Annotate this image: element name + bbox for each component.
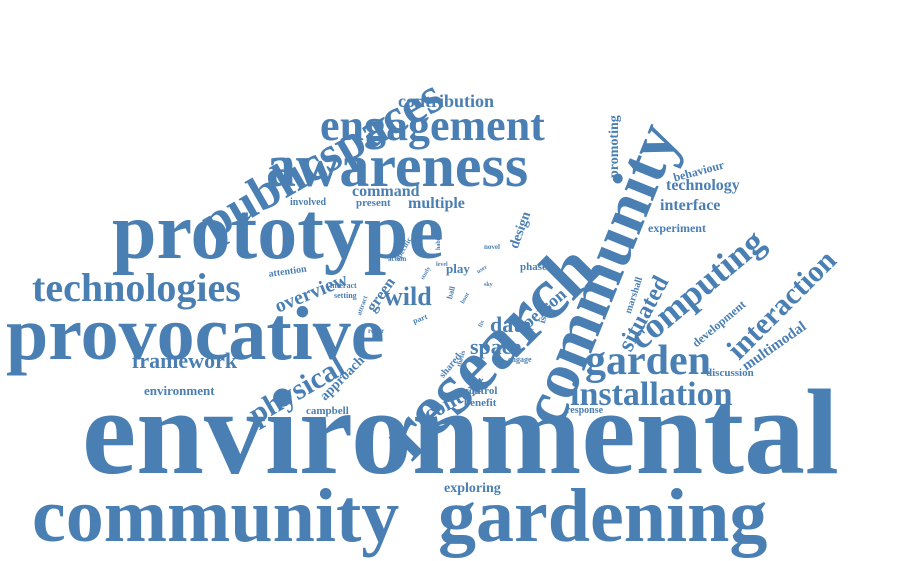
cloud-word: garden [585,338,711,384]
cloud-word: level [436,262,448,268]
cloud-word: sky [484,282,493,288]
cloud-word: data [490,312,532,337]
cloud-word: provocative [6,292,385,376]
cloud-word: community [32,474,400,558]
cloud-word: experiment [648,221,706,235]
cloud-word: technology [666,177,740,194]
cloud-word: awareness [266,133,529,199]
cloud-word: ball [445,285,458,301]
cloud-word: roger [368,327,385,335]
cloud-word: technologies [32,265,241,310]
cloud-word: involved [290,197,327,208]
cloud-word: campbell [306,405,349,417]
cloud-word: interface [660,197,721,214]
cloud-word: exploring [444,481,501,496]
cloud-word: phase [520,261,547,273]
cloud-word: command [352,183,420,200]
cloud-word: setting [334,291,357,300]
cloud-word: engagement [320,101,545,150]
cloud-word: habit [436,236,442,250]
cloud-word: novel [484,243,500,251]
cloud-word: action [388,255,407,263]
cloud-word: interact [330,281,357,290]
cloud-word: installation [570,376,733,413]
cloud-word: gardening [438,474,768,558]
cloud-word: engage [508,355,532,364]
cloud-word: framework [132,348,238,373]
cloud-word: present [356,197,391,209]
cloud-word: space [470,334,522,359]
cloud-word: discussion [706,367,754,379]
cloud-word: bout [460,291,472,305]
cloud-word: promoting [607,115,622,178]
cloud-word: control [464,385,498,397]
cloud-word: benefit [464,397,497,409]
cloud-word: user [476,264,489,276]
cloud-word: prototype [112,188,444,276]
cloud-word: part [411,312,429,326]
cloud-word: contribution [398,91,495,111]
cloud-word: environment [144,383,215,398]
cloud-word: design [507,209,535,251]
cloud-word: environmental [82,365,839,500]
cloud-word: response [566,405,604,416]
cloud-word: wild [384,282,432,311]
cloud-word: play [446,261,470,276]
cloud-word: multiple [408,195,465,212]
